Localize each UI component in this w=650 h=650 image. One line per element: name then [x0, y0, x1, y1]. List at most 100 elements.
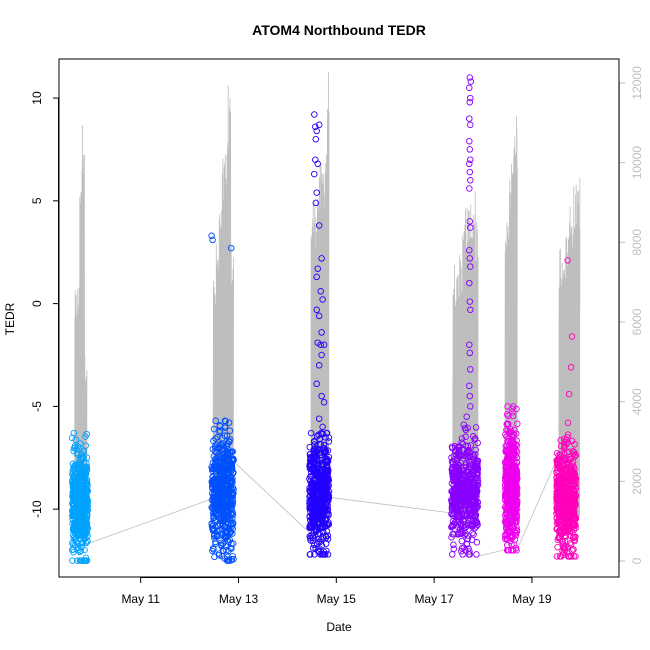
data-point	[226, 448, 233, 456]
data-point-outlier	[466, 168, 474, 176]
data-point-outlier	[315, 121, 323, 129]
data-point-outlier	[565, 390, 573, 398]
data-point-outlier	[312, 123, 319, 131]
data-point	[74, 488, 81, 496]
data-point	[210, 546, 217, 553]
data-point	[218, 519, 226, 527]
data-point	[211, 553, 218, 561]
data-point	[502, 475, 510, 482]
data-point-outlier	[466, 160, 473, 168]
data-point	[505, 412, 512, 420]
data-point	[323, 462, 330, 470]
data-point-outlier	[315, 312, 323, 320]
data-point-outlier	[320, 341, 328, 348]
data-point	[554, 508, 561, 516]
data-point	[465, 506, 473, 513]
data-point	[507, 498, 515, 505]
data-point	[71, 444, 79, 451]
data-point	[78, 543, 85, 551]
data-point-outlier	[466, 392, 474, 400]
data-point	[309, 512, 316, 520]
data-point	[319, 489, 326, 497]
data-point	[448, 454, 455, 461]
data-point	[319, 507, 327, 514]
data-point	[474, 466, 481, 474]
y2-tick-label: 0	[630, 557, 644, 564]
data-point	[463, 479, 470, 486]
data-point	[311, 502, 318, 509]
data-point	[557, 522, 565, 529]
data-point	[228, 460, 236, 468]
chart-title: ATOM4 Northbound TEDR	[252, 22, 426, 38]
data-point	[510, 524, 518, 531]
data-point	[455, 470, 463, 477]
data-point	[83, 476, 91, 484]
data-point	[561, 537, 569, 545]
data-point	[463, 413, 470, 420]
data-point	[215, 550, 223, 557]
data-point	[223, 432, 231, 440]
data-point	[512, 513, 519, 520]
data-point-outlier	[313, 127, 320, 135]
data-point	[224, 553, 231, 561]
data-point	[556, 534, 563, 541]
data-point	[217, 458, 224, 466]
data-point	[513, 458, 520, 466]
data-point	[82, 433, 89, 440]
secondary-line-burst-4	[452, 191, 479, 529]
data-point-outlier	[320, 399, 328, 406]
data-point	[228, 515, 236, 522]
data-point-outlier	[315, 362, 323, 369]
data-point-outlier	[467, 224, 474, 231]
data-point	[449, 444, 456, 452]
data-point	[70, 463, 78, 471]
data-point	[467, 516, 475, 523]
data-point	[218, 441, 225, 449]
data-point	[75, 515, 82, 523]
x-tick-label: May 19	[512, 592, 552, 606]
data-point	[508, 541, 515, 548]
data-point	[468, 511, 475, 519]
data-point-outlier	[568, 333, 576, 340]
data-point-outlier	[466, 298, 474, 305]
data-point-outlier	[466, 349, 474, 357]
data-point	[553, 553, 561, 560]
data-point	[213, 533, 220, 540]
data-point	[569, 546, 577, 553]
data-point	[569, 448, 577, 455]
data-point-outlier	[466, 185, 473, 192]
data-point-outlier	[466, 255, 474, 262]
data-point	[312, 461, 319, 469]
data-point	[569, 534, 577, 542]
data-point-outlier	[466, 341, 473, 348]
data-point-outlier	[317, 288, 324, 295]
data-point	[507, 508, 514, 516]
data-point	[472, 424, 480, 431]
data-point	[513, 405, 520, 413]
data-point	[473, 551, 480, 558]
data-point	[451, 510, 458, 517]
data-point	[511, 536, 519, 543]
data-point	[322, 447, 330, 455]
data-point	[563, 479, 571, 487]
data-point-outlier	[227, 244, 235, 252]
data-point	[308, 516, 316, 524]
data-point	[211, 497, 218, 505]
data-point	[216, 422, 224, 430]
data-point	[568, 547, 576, 554]
data-point	[70, 429, 78, 437]
secondary-line-burst-5	[504, 115, 518, 529]
data-point	[458, 530, 465, 538]
data-point	[208, 465, 216, 473]
data-point	[323, 475, 330, 483]
data-point	[214, 504, 222, 512]
secondary-connector-3	[328, 496, 454, 514]
plot-frame	[58, 58, 620, 578]
data-point	[213, 465, 220, 473]
data-point	[222, 483, 230, 491]
data-point	[215, 552, 223, 559]
data-point	[554, 482, 562, 489]
data-point	[450, 545, 458, 553]
data-point-outlier	[313, 380, 320, 388]
data-point-outlier	[466, 74, 474, 81]
